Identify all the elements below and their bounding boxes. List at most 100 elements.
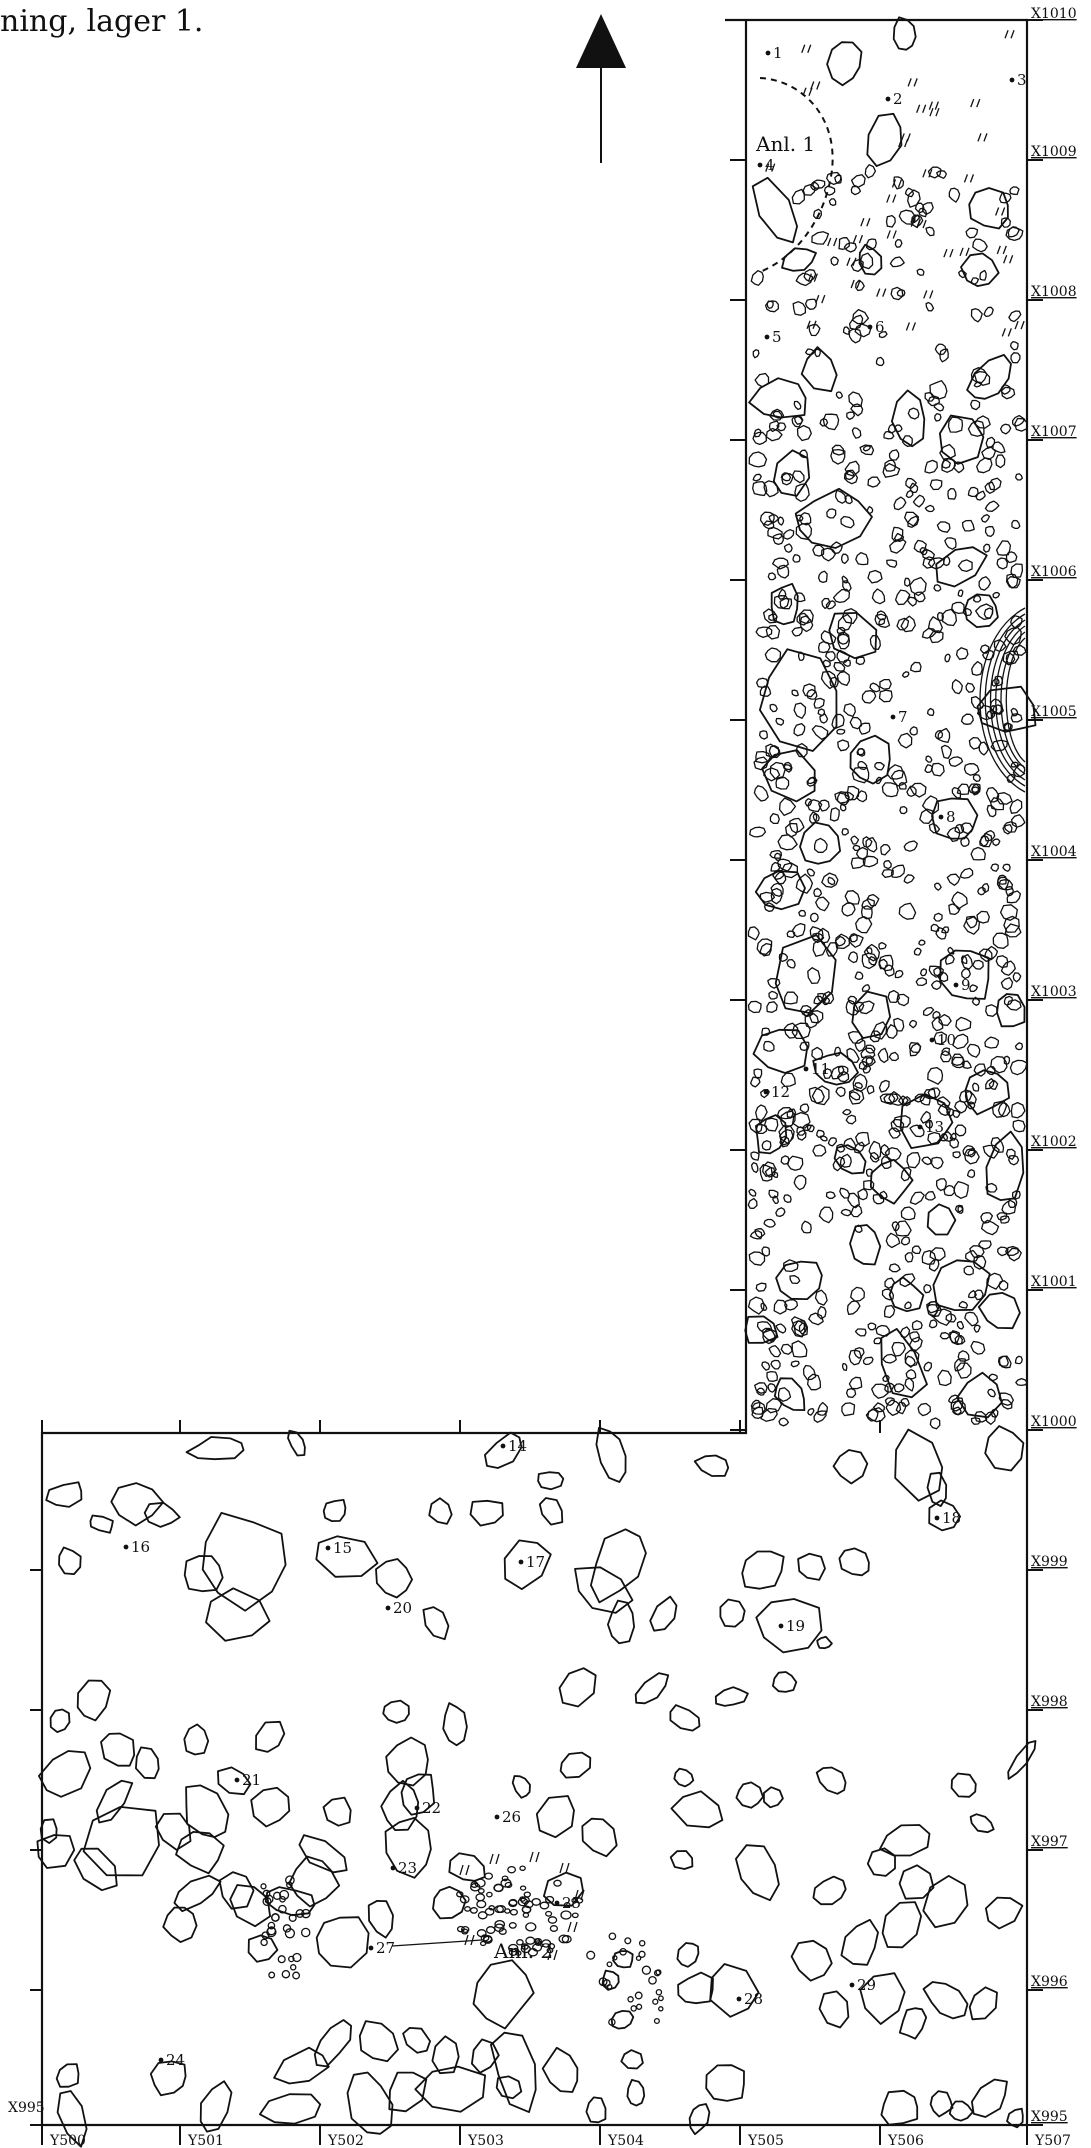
hatch-mark <box>882 288 887 297</box>
pebble <box>937 1369 952 1387</box>
pebble <box>972 774 981 782</box>
pebble <box>522 1912 530 1918</box>
pebble <box>279 1895 286 1903</box>
pebble <box>988 1079 999 1090</box>
pebble <box>843 1137 857 1151</box>
pebble <box>840 553 849 565</box>
pebble <box>854 971 864 980</box>
pebble <box>898 782 907 790</box>
pebble <box>987 1388 996 1398</box>
pebble <box>541 1939 552 1948</box>
hatch-mark <box>813 273 818 282</box>
pebble <box>976 457 993 474</box>
grid-y-label: Y505 <box>747 2133 784 2148</box>
pebble <box>933 966 942 977</box>
pebble <box>924 504 935 513</box>
pebble <box>964 1311 979 1327</box>
pebble <box>747 1000 762 1014</box>
pebble <box>811 725 829 740</box>
pebble <box>924 764 933 774</box>
pebble <box>817 570 828 584</box>
stone <box>948 2100 974 2122</box>
pebble <box>861 690 877 704</box>
pebble <box>883 1304 896 1319</box>
pebble <box>982 1144 1000 1159</box>
pebble <box>940 744 953 760</box>
pebble <box>783 761 793 771</box>
pebble <box>983 306 994 318</box>
pebble <box>855 279 865 292</box>
pebble <box>866 505 874 514</box>
pebble <box>846 1300 861 1315</box>
hatch-mark <box>1010 30 1015 39</box>
pebble <box>812 938 827 957</box>
pebble <box>560 1910 572 1920</box>
hatch-mark <box>816 81 821 90</box>
hatch-mark <box>897 179 903 188</box>
pebble <box>777 516 785 526</box>
hatch-mark <box>910 218 915 227</box>
pebble <box>973 381 983 388</box>
pebble <box>847 1192 860 1209</box>
stone <box>966 354 1012 400</box>
pebble <box>804 1013 819 1029</box>
grid-x-label: X1010 <box>1031 6 1077 22</box>
pebble <box>799 1041 810 1052</box>
pebble <box>807 799 823 813</box>
pebble <box>836 626 846 636</box>
pebble <box>925 1191 936 1201</box>
pebble <box>521 1905 532 1914</box>
pebble <box>829 541 843 555</box>
grid-x-label: X996 <box>1031 1974 1068 1990</box>
hatch-mark <box>907 78 912 87</box>
stone <box>826 41 863 87</box>
pebble <box>769 408 785 421</box>
pebble <box>809 926 824 941</box>
pebble <box>909 661 922 673</box>
stone <box>869 1158 914 1205</box>
pebble <box>990 1136 1005 1153</box>
pebble <box>756 938 773 955</box>
pebble <box>947 946 955 955</box>
pebble <box>271 1913 280 1922</box>
pebble <box>999 904 1018 921</box>
hatch-mark <box>886 230 891 239</box>
pebble <box>857 748 866 757</box>
point-marker <box>763 1089 769 1095</box>
contour-line <box>990 619 1026 781</box>
pebble <box>846 785 860 801</box>
pebble <box>969 984 979 993</box>
stone <box>773 1377 806 1411</box>
hatch-mark <box>1001 207 1006 216</box>
pebble <box>983 829 996 842</box>
stone <box>388 2071 428 2113</box>
pebble <box>765 1398 783 1414</box>
pebble <box>761 1361 771 1371</box>
pebble <box>996 876 1010 891</box>
hatch-mark <box>904 138 909 148</box>
pebble <box>1004 626 1022 646</box>
pebble <box>895 1401 907 1415</box>
stone <box>898 1864 935 1900</box>
pebble <box>791 1340 808 1358</box>
pebble <box>563 1902 571 1908</box>
stone <box>797 1552 826 1581</box>
pebble <box>825 600 836 610</box>
pebble <box>907 515 920 528</box>
stone <box>799 821 841 865</box>
pebble <box>787 1155 804 1171</box>
stone <box>76 1679 112 1722</box>
pebble <box>885 214 896 228</box>
pebble <box>778 797 797 817</box>
pebble <box>851 766 870 784</box>
pebble <box>791 626 803 637</box>
pebble <box>948 756 964 767</box>
pebble <box>954 1204 964 1213</box>
pebble <box>815 896 830 912</box>
hatch-mark <box>812 320 817 330</box>
pebble <box>751 1401 766 1415</box>
pebble <box>896 993 910 1007</box>
pebble <box>1001 1199 1016 1215</box>
pebble <box>955 647 969 660</box>
point-label: 11 <box>811 1060 830 1078</box>
